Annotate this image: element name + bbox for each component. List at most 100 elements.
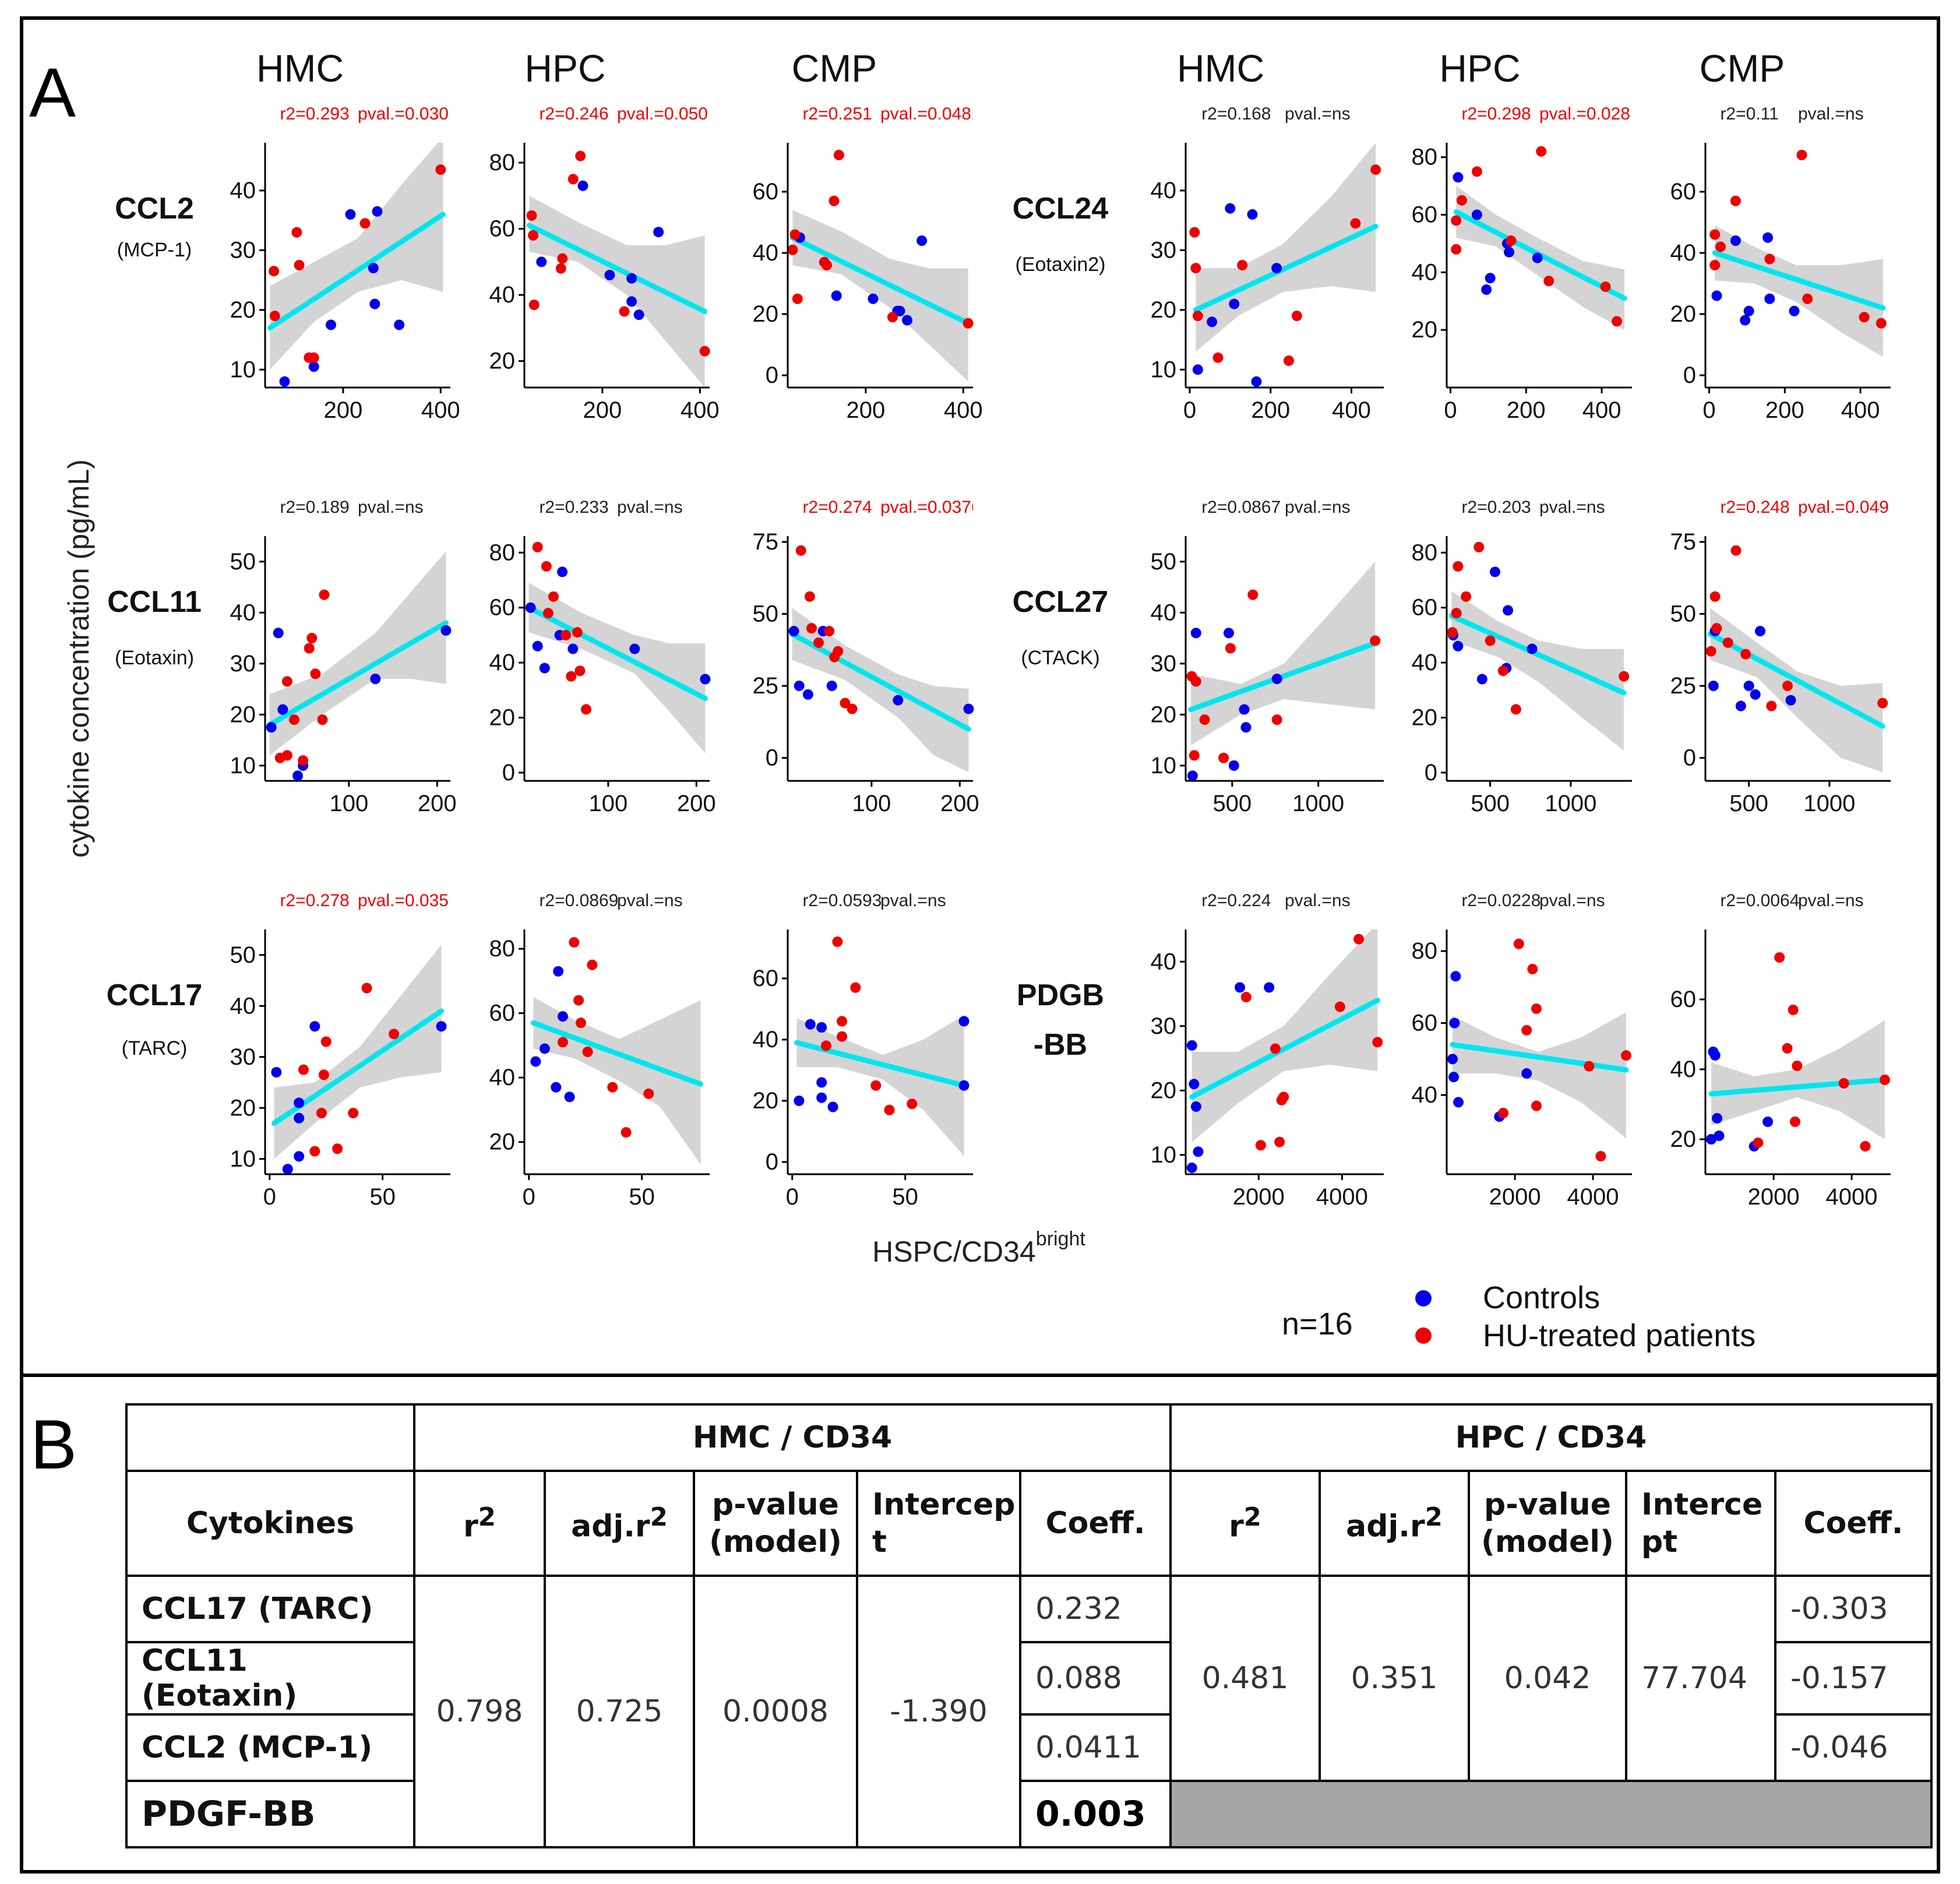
y-tick-label-10-3: 60	[1412, 595, 1438, 621]
patient-point-2-8	[963, 318, 974, 329]
control-point-3-6	[1271, 263, 1282, 273]
row-label-pdgf-bb: PDGF-BB	[126, 1781, 414, 1847]
y-tick-label-17-0: 20	[1670, 1126, 1697, 1152]
pval-label-15: pval.=ns	[1285, 891, 1351, 910]
scatter-plot-9: r2=0.0867 pval.=ns1020304050500 1000	[1151, 498, 1384, 816]
x-tick-label-5-2: 400	[1841, 397, 1880, 423]
col-hpc-r2-text: r	[1229, 1509, 1244, 1544]
patient-point-4-3	[1472, 166, 1482, 177]
patient-point-10-5	[1485, 635, 1496, 646]
patient-point-10-1	[1451, 608, 1462, 618]
y-tick-label-0-3: 40	[230, 178, 256, 203]
confidence-band-7	[529, 583, 706, 753]
x-tick-label-12-0: 0	[263, 1184, 276, 1210]
control-point-15-1	[1189, 1079, 1199, 1089]
control-point-3-0	[1193, 364, 1203, 375]
r2-label-16: r2=0.0228	[1461, 891, 1540, 910]
patient-point-8-0	[796, 545, 806, 556]
patient-point-8-8	[847, 703, 858, 714]
patient-point-17-1	[1774, 952, 1785, 963]
y-tick-label-17-2: 60	[1670, 987, 1697, 1012]
col-hpc-adj-r2-sup: 2	[1425, 1503, 1443, 1532]
control-point-1-5	[634, 309, 644, 320]
patient-point-3-6	[1292, 311, 1302, 321]
row-label-ccl2: CCL2 (MCP-1)	[126, 1714, 414, 1781]
patient-point-1-5	[568, 174, 579, 184]
r2-label-3: r2=0.168	[1201, 104, 1271, 124]
y-tick-label-13-0: 20	[489, 1129, 516, 1155]
control-point-2-2	[868, 294, 878, 304]
patient-point-15-0	[1241, 992, 1252, 1002]
control-point-6-0	[266, 722, 277, 733]
col-hmc-adj-r2: adj.r2	[545, 1471, 694, 1576]
control-point-12-6	[436, 1021, 446, 1031]
legend-patients-marker	[1415, 1327, 1432, 1344]
x-tick-label-15-1: 4000	[1316, 1184, 1368, 1210]
patient-point-14-2	[837, 1016, 847, 1027]
hmc-coeff-ccl2: 0.0411	[1020, 1714, 1171, 1781]
y-axis-label: cytokine concentration (pg/mL)	[62, 459, 95, 858]
hpc-empty-cell	[1171, 1781, 1931, 1847]
patient-point-5-3	[1730, 196, 1741, 206]
patient-point-13-0	[558, 1037, 568, 1047]
y-tick-label-7-2: 40	[489, 650, 516, 675]
y-tick-label-14-1: 20	[753, 1088, 779, 1114]
control-point-3-2	[1225, 203, 1235, 214]
row-sublabel-4: (TARC)	[122, 1037, 188, 1059]
control-point-7-6	[629, 643, 640, 654]
control-point-16-0	[1447, 1054, 1458, 1064]
column-header-4: HPC	[1439, 47, 1520, 90]
r2-label-4: r2=0.298	[1461, 104, 1531, 124]
scatter-plot-2: r2=0.251 pval.=0.04810204060200 400	[753, 104, 983, 423]
confidence-band-6	[270, 551, 446, 755]
group-hpc-header: HPC / CD34	[1171, 1404, 1931, 1471]
patient-point-16-6	[1584, 1061, 1594, 1072]
y-tick-label-5-3: 60	[1670, 179, 1697, 205]
y-tick-label-0-0: 10	[230, 357, 256, 382]
confidence-band-10	[1451, 591, 1624, 751]
x-tick-label-12-1: 50	[369, 1184, 396, 1210]
r2-label-13: r2=0.0869	[539, 891, 618, 910]
x-tick-label-5-1: 200	[1765, 397, 1804, 423]
control-point-3-5	[1251, 376, 1261, 387]
y-tick-label-5-2: 40	[1670, 240, 1697, 266]
patient-point-9-5	[1225, 643, 1236, 654]
control-point-15-6	[1264, 982, 1274, 992]
y-tick-label-12-0: 10	[230, 1146, 256, 1172]
y-tick-label-8-2: 50	[753, 601, 779, 626]
patient-point-16-3	[1527, 964, 1538, 974]
patient-point-5-8	[1876, 318, 1887, 329]
col-hmc-pvalue: p-value (model)	[694, 1471, 857, 1576]
patient-point-11-8	[1877, 698, 1888, 709]
x-tick-label-11-1: 1000	[1803, 791, 1855, 816]
x-tick-label-17-0: 2000	[1748, 1184, 1800, 1210]
control-point-17-2	[1710, 1050, 1721, 1061]
patient-point-1-4	[557, 253, 567, 264]
patient-point-11-1	[1710, 591, 1721, 602]
r2-label-0: r2=0.293	[280, 104, 349, 124]
hpc-r2-value: 0.481	[1171, 1576, 1320, 1781]
x-tick-label-1-0: 200	[583, 397, 622, 423]
y-tick-label-7-4: 80	[489, 540, 516, 565]
y-tick-label-12-3: 40	[230, 993, 256, 1019]
x-tick-label-14-0: 0	[786, 1184, 799, 1210]
legend-controls-marker	[1415, 1290, 1432, 1307]
patient-point-7-3	[548, 591, 559, 602]
pval-label-9: pval.=ns	[1285, 498, 1351, 517]
x-tick-label-13-0: 0	[523, 1184, 535, 1210]
patient-point-5-0	[1709, 260, 1720, 270]
y-tick-label-17-1: 40	[1670, 1057, 1697, 1082]
control-point-11-5	[1755, 626, 1765, 636]
control-point-9-0	[1187, 770, 1198, 781]
control-point-13-1	[540, 1043, 550, 1054]
column-header-3: HMC	[1177, 47, 1264, 90]
patient-point-6-5	[304, 643, 315, 654]
confidence-band-15	[1192, 923, 1378, 1142]
y-tick-label-6-4: 50	[230, 549, 256, 575]
control-point-1-1	[577, 181, 588, 191]
scatter-plot-7: r2=0.233 pval.=ns 0 20 40 60 80 100 200	[489, 498, 716, 816]
control-point-15-5	[1235, 982, 1245, 992]
patient-point-12-5	[332, 1143, 343, 1154]
y-tick-label-16-0: 40	[1412, 1082, 1438, 1108]
